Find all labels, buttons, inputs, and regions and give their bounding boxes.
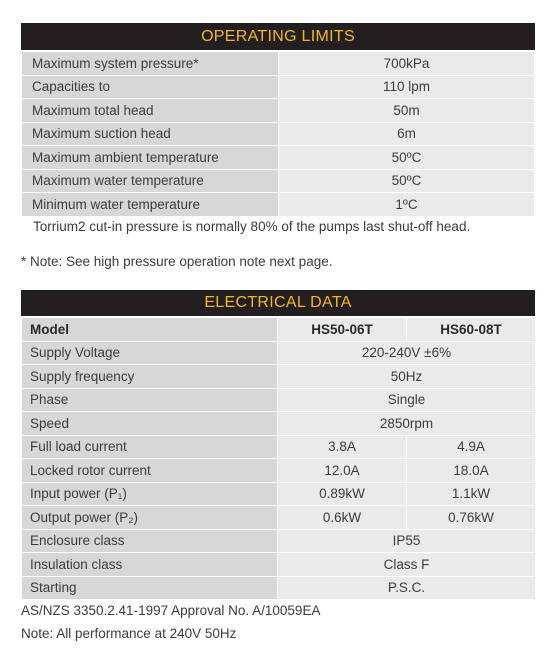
table-row: Maximum water temperature 50ºC <box>21 168 535 193</box>
table-row: Locked rotor current 12.0A 18.0A <box>21 458 536 483</box>
table-row: Enclosure class IP55 <box>21 528 536 553</box>
row-label: Minimum water temperature <box>21 192 279 217</box>
row-label: Supply Voltage <box>21 340 278 365</box>
row-label: Maximum system pressure* <box>21 51 279 76</box>
row-value: 220-240V ±6% <box>277 340 536 365</box>
operating-limits-table: Maximum system pressure* 700kPa Capaciti… <box>21 51 535 217</box>
row-value: 12.0A <box>277 458 407 483</box>
row-value: 18.0A <box>406 458 536 483</box>
performance-note: Note: All performance at 240V 50Hz <box>21 626 237 641</box>
row-label: Maximum water temperature <box>21 168 279 193</box>
model-hs60-08t: HS60-08T <box>406 317 536 342</box>
table-row: Maximum system pressure* 700kPa <box>21 51 535 76</box>
row-value: 50Hz <box>277 364 536 389</box>
row-value: 6m <box>278 121 535 146</box>
row-label: Locked rotor current <box>21 458 278 483</box>
table-row: Output power (P₂) 0.6kW 0.76kW <box>21 505 536 530</box>
row-value: Class F <box>277 552 536 577</box>
row-value: 700kPa <box>278 51 535 76</box>
row-label: Enclosure class <box>21 528 278 553</box>
electrical-data-header: ELECTRICAL DATA <box>21 290 535 316</box>
table-header-row: Model HS50-06T HS60-08T <box>21 317 536 342</box>
table-row: Insulation class Class F <box>21 552 536 577</box>
high-pressure-footnote: * Note: See high pressure operation note… <box>21 254 333 269</box>
row-value: 110 lpm <box>278 74 535 99</box>
cutin-pressure-note: Torrium2 cut-in pressure is normally 80%… <box>33 219 471 234</box>
row-value: 1.1kW <box>406 481 536 506</box>
row-value: IP55 <box>277 528 536 553</box>
table-row: Capacities to 110 lpm <box>21 74 535 99</box>
row-value: 1ºC <box>278 192 535 217</box>
row-label: Phase <box>21 387 278 412</box>
row-label: Maximum total head <box>21 98 279 123</box>
row-value: 0.6kW <box>277 505 407 530</box>
row-value: 4.9A <box>406 434 536 459</box>
row-label: Supply frequency <box>21 364 278 389</box>
row-value: 50m <box>278 98 535 123</box>
row-value: 50ºC <box>278 145 535 170</box>
table-row: Maximum total head 50m <box>21 98 535 123</box>
model-label: Model <box>21 317 278 342</box>
table-row: Maximum suction head 6m <box>21 121 535 146</box>
row-label: Capacities to <box>21 74 279 99</box>
table-row: Supply Voltage 220-240V ±6% <box>21 340 536 365</box>
table-row: Full load current 3.8A 4.9A <box>21 434 536 459</box>
table-row: Supply frequency 50Hz <box>21 364 536 389</box>
table-row: Minimum water temperature 1ºC <box>21 192 535 217</box>
row-label: Full load current <box>21 434 278 459</box>
row-label: Insulation class <box>21 552 278 577</box>
row-value: 0.76kW <box>406 505 536 530</box>
row-value: 0.89kW <box>277 481 407 506</box>
row-value: 3.8A <box>277 434 407 459</box>
table-row: Speed 2850rpm <box>21 411 536 436</box>
row-label: Speed <box>21 411 278 436</box>
table-row: Maximum ambient temperature 50ºC <box>21 145 535 170</box>
electrical-data-table: Model HS50-06T HS60-08T Supply Voltage 2… <box>21 317 536 600</box>
row-value: P.S.C. <box>277 575 536 600</box>
table-row: Input power (P₁) 0.89kW 1.1kW <box>21 481 536 506</box>
operating-limits-header: OPERATING LIMITS <box>21 23 535 50</box>
row-value: 2850rpm <box>277 411 536 436</box>
table-row: Starting P.S.C. <box>21 575 536 600</box>
approval-note: AS/NZS 3350.2.41-1997 Approval No. A/100… <box>21 603 321 618</box>
row-value: 50ºC <box>278 168 535 193</box>
row-label: Starting <box>21 575 278 600</box>
row-label: Input power (P₁) <box>21 481 278 506</box>
row-label: Output power (P₂) <box>21 505 278 530</box>
row-value: Single <box>277 387 536 412</box>
row-label: Maximum suction head <box>21 121 279 146</box>
table-row: Phase Single <box>21 387 536 412</box>
row-label: Maximum ambient temperature <box>21 145 279 170</box>
model-hs50-06t: HS50-06T <box>277 317 407 342</box>
